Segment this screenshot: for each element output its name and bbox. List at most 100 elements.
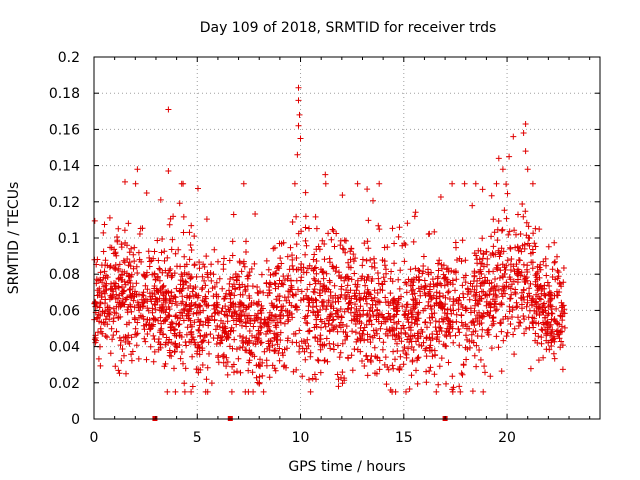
data-point bbox=[129, 283, 136, 290]
data-point bbox=[127, 292, 134, 298]
data-point bbox=[458, 319, 465, 326]
data-point bbox=[281, 362, 288, 369]
data-point bbox=[295, 122, 302, 129]
data-point bbox=[307, 353, 314, 360]
data-point bbox=[236, 303, 243, 310]
y-tick-label: 0.1 bbox=[58, 231, 80, 247]
data-point bbox=[527, 365, 534, 372]
data-point bbox=[408, 372, 415, 379]
data-point bbox=[211, 316, 218, 323]
data-point bbox=[231, 309, 238, 316]
data-point bbox=[503, 333, 510, 340]
data-point bbox=[166, 221, 173, 228]
data-point bbox=[379, 280, 385, 287]
data-point bbox=[376, 357, 383, 364]
data-point bbox=[107, 350, 114, 357]
data-point bbox=[186, 295, 193, 301]
data-point bbox=[438, 315, 445, 322]
data-point bbox=[507, 285, 514, 292]
data-point bbox=[370, 197, 376, 204]
data-point bbox=[180, 213, 187, 220]
data-point bbox=[216, 324, 223, 330]
data-point bbox=[396, 224, 403, 231]
data-point bbox=[155, 317, 162, 324]
data-point bbox=[408, 287, 415, 294]
data-point bbox=[281, 346, 288, 353]
data-point bbox=[506, 228, 513, 235]
data-point bbox=[106, 309, 113, 315]
data-point bbox=[344, 282, 351, 289]
data-point bbox=[271, 280, 278, 287]
data-point bbox=[257, 356, 263, 363]
data-point bbox=[461, 180, 468, 187]
data-point bbox=[258, 324, 265, 331]
data-point bbox=[102, 308, 109, 315]
data-point bbox=[423, 353, 430, 360]
data-point bbox=[477, 266, 484, 273]
data-point bbox=[391, 260, 398, 267]
data-point bbox=[188, 273, 195, 280]
data-point bbox=[197, 309, 204, 316]
data-point bbox=[172, 250, 179, 257]
data-point bbox=[141, 335, 148, 342]
data-point bbox=[458, 370, 465, 377]
data-point bbox=[525, 314, 532, 321]
data-point bbox=[330, 228, 337, 234]
data-point bbox=[535, 304, 542, 311]
data-point bbox=[265, 266, 272, 273]
data-point bbox=[311, 251, 318, 258]
data-point bbox=[115, 275, 122, 282]
data-point bbox=[469, 318, 476, 325]
data-point bbox=[524, 299, 531, 306]
data-point bbox=[402, 279, 409, 286]
data-point bbox=[506, 153, 513, 160]
data-point bbox=[132, 325, 139, 332]
data-point bbox=[501, 264, 508, 271]
data-point bbox=[119, 300, 126, 307]
data-point bbox=[361, 277, 368, 283]
data-point bbox=[386, 326, 393, 333]
data-point bbox=[330, 346, 337, 353]
data-point bbox=[460, 294, 467, 301]
data-point bbox=[452, 332, 459, 339]
data-point bbox=[139, 225, 146, 232]
data-point bbox=[498, 368, 505, 375]
data-point bbox=[306, 376, 312, 383]
data-point bbox=[183, 279, 190, 286]
data-point bbox=[352, 321, 359, 327]
data-point bbox=[535, 320, 542, 327]
data-point bbox=[263, 362, 270, 369]
data-point bbox=[316, 246, 323, 253]
data-point bbox=[402, 329, 409, 336]
data-point bbox=[311, 286, 318, 293]
data-point bbox=[402, 350, 409, 357]
data-point bbox=[92, 339, 99, 346]
data-point bbox=[252, 334, 258, 341]
data-point bbox=[230, 361, 237, 368]
data-point bbox=[318, 266, 324, 273]
data-point bbox=[233, 321, 240, 328]
data-point bbox=[440, 262, 447, 269]
data-point bbox=[385, 298, 392, 305]
data-point bbox=[375, 298, 382, 305]
data-point bbox=[351, 270, 358, 277]
data-point bbox=[531, 240, 538, 247]
data-point bbox=[551, 292, 558, 299]
data-point bbox=[510, 263, 517, 270]
data-point bbox=[402, 241, 409, 248]
data-point bbox=[523, 325, 529, 332]
data-point bbox=[245, 272, 252, 279]
data-point bbox=[422, 319, 428, 326]
data-point bbox=[504, 190, 511, 197]
data-point bbox=[362, 296, 369, 303]
data-point bbox=[500, 248, 507, 255]
data-point bbox=[289, 256, 296, 263]
data-point bbox=[190, 310, 197, 317]
data-point bbox=[407, 266, 414, 273]
data-point bbox=[208, 261, 215, 268]
data-point bbox=[191, 319, 198, 326]
data-point bbox=[190, 285, 197, 292]
data-point bbox=[443, 380, 449, 387]
data-point bbox=[219, 333, 226, 340]
data-point bbox=[488, 192, 495, 199]
